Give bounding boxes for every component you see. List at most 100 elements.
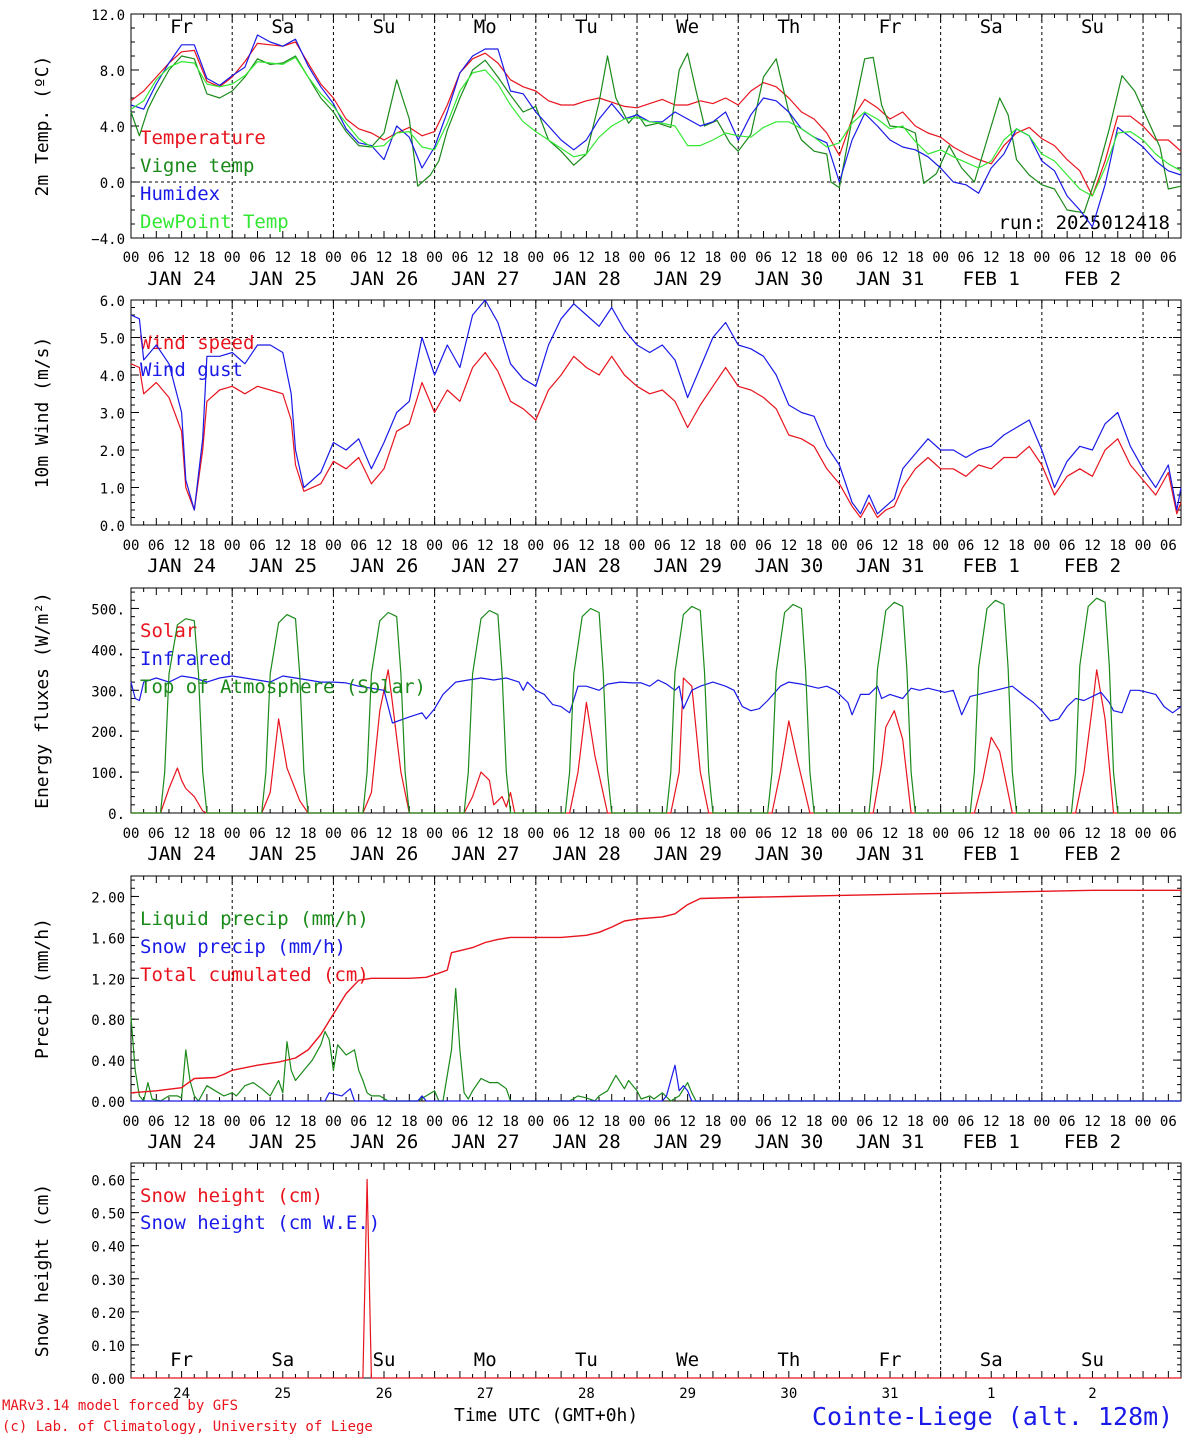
hour-tick-label: 00 — [426, 538, 443, 554]
hour-tick-label: 12 — [983, 1114, 1000, 1130]
hour-tick-label: 12 — [882, 250, 899, 266]
hour-tick-label: 18 — [1008, 538, 1025, 554]
day-number-label: 28 — [578, 1386, 595, 1402]
location-label: Cointe-Liege (alt. 128m) — [812, 1402, 1174, 1431]
hour-tick-label: 18 — [401, 250, 418, 266]
date-label: JAN 29 — [653, 268, 722, 290]
hour-tick-label: 00 — [325, 250, 342, 266]
hour-tick-label: 12 — [780, 538, 797, 554]
hour-tick-label: 06 — [755, 826, 772, 842]
hour-tick-label: 12 — [274, 1114, 291, 1130]
hour-tick-label: 12 — [578, 826, 595, 842]
hour-tick-label: 06 — [958, 538, 975, 554]
legend-entry: Snow precip (mm/h) — [140, 936, 346, 958]
hour-tick-label: 12 — [882, 1114, 899, 1130]
hour-tick-label: 00 — [426, 1114, 443, 1130]
date-label: JAN 24 — [147, 1131, 216, 1153]
credit-line-2: (c) Lab. of Climatology, University of L… — [2, 1419, 373, 1435]
hour-tick-label: 06 — [350, 826, 367, 842]
hour-tick-label: 00 — [730, 538, 747, 554]
hour-tick-label: 18 — [907, 538, 924, 554]
hour-tick-label: 06 — [1059, 1114, 1076, 1130]
date-label: FEB 2 — [1064, 843, 1121, 865]
day-number-label: 29 — [679, 1386, 696, 1402]
y-tick-label: 0.0 — [100, 176, 125, 192]
panel-frame-1 — [130, 13, 1182, 239]
hour-tick-label: 06 — [553, 538, 570, 554]
date-label: FEB 2 — [1064, 555, 1121, 577]
hour-tick-label: 12 — [578, 538, 595, 554]
hour-tick-label: 00 — [325, 538, 342, 554]
hour-tick-label: 18 — [1109, 826, 1126, 842]
hour-tick-label: 12 — [173, 1114, 190, 1130]
hour-tick-label: 00 — [527, 826, 544, 842]
date-label: JAN 27 — [451, 268, 520, 290]
hour-tick-label: 00 — [224, 1114, 241, 1130]
hour-tick-label: 18 — [502, 826, 519, 842]
hour-tick-label: 12 — [477, 1114, 494, 1130]
hour-tick-label: 06 — [958, 826, 975, 842]
legend-entry: Humidex — [140, 183, 220, 205]
date-label: JAN 30 — [755, 555, 824, 577]
hour-tick-label: 18 — [704, 250, 721, 266]
day-name-label: Su — [1081, 16, 1104, 38]
hour-tick-label: 18 — [806, 250, 823, 266]
hour-tick-label: 06 — [553, 250, 570, 266]
hour-tick-label: 12 — [679, 1114, 696, 1130]
legend-entry: DewPoint Temp — [140, 211, 289, 233]
day-name-label: Fr — [879, 1349, 902, 1371]
hour-tick-label: 12 — [274, 538, 291, 554]
hour-tick-label: 12 — [274, 826, 291, 842]
hour-tick-label: 18 — [1109, 538, 1126, 554]
hour-tick-label: 00 — [426, 250, 443, 266]
hour-tick-label: 00 — [1033, 538, 1050, 554]
date-label: JAN 31 — [856, 1131, 925, 1153]
hour-tick-label: 12 — [578, 250, 595, 266]
hour-tick-label: 00 — [325, 1114, 342, 1130]
hour-tick-label: 18 — [198, 826, 215, 842]
day-name-label: Sa — [980, 16, 1003, 38]
hour-tick-label: 00 — [831, 826, 848, 842]
hour-tick-label: 00 — [831, 1114, 848, 1130]
date-label: JAN 25 — [248, 1131, 317, 1153]
date-label: JAN 27 — [451, 555, 520, 577]
y-tick-label: 4.0 — [100, 369, 125, 385]
hour-tick-label: 00 — [325, 826, 342, 842]
y-tick-label: 500. — [91, 602, 125, 618]
day-name-label: Fr — [170, 1349, 193, 1371]
y-tick-label: 1.0 — [100, 482, 125, 498]
y-tick-label: 12.0 — [91, 8, 125, 24]
y-tick-label: 0.00 — [91, 1095, 125, 1111]
y-tick-label: 2.0 — [100, 444, 125, 460]
date-label: JAN 26 — [350, 1131, 419, 1153]
hour-tick-label: 00 — [932, 250, 949, 266]
hour-tick-label: 00 — [123, 538, 140, 554]
hour-tick-label: 12 — [477, 538, 494, 554]
hour-tick-label: 06 — [856, 1114, 873, 1130]
hour-tick-label: 18 — [603, 826, 620, 842]
hour-tick-label: 00 — [224, 250, 241, 266]
day-name-label: Sa — [271, 1349, 294, 1371]
hour-tick-label: 12 — [376, 250, 393, 266]
date-label: JAN 26 — [350, 268, 419, 290]
hour-tick-label: 06 — [249, 250, 266, 266]
legend-entry: Temperature — [140, 127, 266, 149]
hour-tick-label: 00 — [730, 1114, 747, 1130]
hour-tick-label: 12 — [477, 826, 494, 842]
hour-tick-label: 06 — [148, 826, 165, 842]
series-line-green — [130, 987, 1181, 1102]
hour-tick-label: 00 — [932, 1114, 949, 1130]
day-number-label: 30 — [780, 1386, 797, 1402]
series-line-blue — [130, 675, 1182, 724]
hour-tick-label: 18 — [1109, 1114, 1126, 1130]
date-label: JAN 27 — [451, 1131, 520, 1153]
hour-tick-label: 06 — [451, 1114, 468, 1130]
hour-tick-label: 12 — [780, 250, 797, 266]
date-label: JAN 30 — [755, 268, 824, 290]
date-label: JAN 26 — [350, 843, 419, 865]
date-label: JAN 28 — [552, 1131, 621, 1153]
hour-tick-label: 00 — [224, 538, 241, 554]
date-label: JAN 24 — [147, 843, 216, 865]
hour-tick-label: 06 — [1160, 1114, 1177, 1130]
